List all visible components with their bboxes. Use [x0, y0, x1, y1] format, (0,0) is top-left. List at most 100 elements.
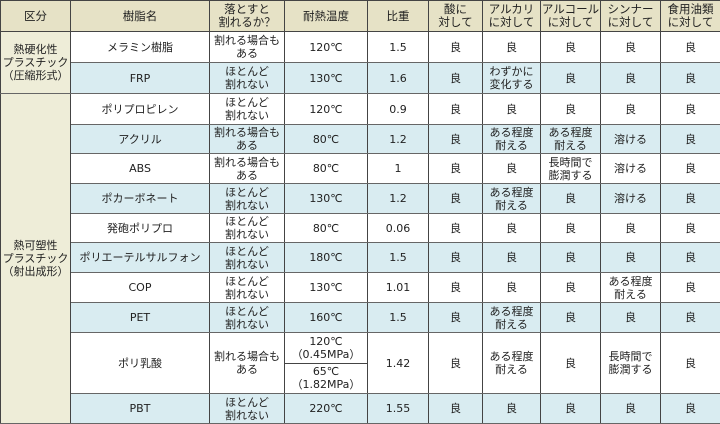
alcohol-cell: 良: [541, 273, 601, 303]
drop-cell: ほとんど 割れない: [210, 94, 285, 125]
thinner-cell: 良: [601, 394, 661, 424]
sg-cell: 1.55: [368, 394, 429, 424]
category-cell: 熱可塑性 プラスチック （射出成形）: [1, 94, 71, 424]
drop-cell: 割れる場合も ある: [210, 154, 285, 184]
acid-cell: 良: [429, 303, 483, 333]
alkali-cell: 良: [483, 394, 541, 424]
drop-cell: 割れる場合も ある: [210, 333, 285, 394]
drop-cell: ほとんど 割れない: [210, 214, 285, 243]
alkali-cell: ある程度 耐える: [483, 184, 541, 214]
sg-cell: 1.2: [368, 184, 429, 214]
name-cell: FRP: [71, 63, 210, 94]
oil-cell: 良: [661, 32, 720, 63]
column-header: 樹脂名: [71, 1, 210, 32]
alkali-cell: わずかに 変化する: [483, 63, 541, 94]
name-cell: ポリエーテルサルフォン: [71, 243, 210, 273]
thinner-cell: 良: [601, 243, 661, 273]
alkali-cell: 良: [483, 154, 541, 184]
column-header: 比重: [368, 1, 429, 32]
drop-cell: ほとんど 割れない: [210, 273, 285, 303]
alcohol-cell: 長時間で 膨潤する: [541, 154, 601, 184]
thinner-cell: 良: [601, 214, 661, 243]
sg-cell: 1.5: [368, 243, 429, 273]
thinner-cell: 良: [601, 32, 661, 63]
name-cell: PET: [71, 303, 210, 333]
column-header: 落とすと 割れるか？: [210, 1, 285, 32]
oil-cell: 良: [661, 303, 720, 333]
alkali-cell: ある程度 耐える: [483, 125, 541, 154]
drop-cell: ほとんど 割れない: [210, 63, 285, 94]
drop-cell: ほとんど 割れない: [210, 303, 285, 333]
acid-cell: 良: [429, 184, 483, 214]
temp-cell: 220℃: [285, 394, 368, 424]
column-header: 食用油類 に対して: [661, 1, 720, 32]
acid-cell: 良: [429, 243, 483, 273]
column-header: 区分: [1, 1, 71, 32]
alcohol-cell: 良: [541, 333, 601, 394]
alkali-cell: 良: [483, 243, 541, 273]
alkali-cell: ある程度 耐える: [483, 333, 541, 394]
thinner-cell: 溶ける: [601, 125, 661, 154]
thinner-cell: 良: [601, 94, 661, 125]
alcohol-cell: 良: [541, 94, 601, 125]
alcohol-cell: 良: [541, 63, 601, 94]
oil-cell: 良: [661, 184, 720, 214]
name-cell: ポリ乳酸: [71, 333, 210, 394]
sg-cell: 1.2: [368, 125, 429, 154]
drop-cell: ほとんど 割れない: [210, 394, 285, 424]
alkali-cell: 良: [483, 273, 541, 303]
sg-cell: 1: [368, 154, 429, 184]
temp-cell: 120℃ （0.45MPa）65℃ （1.82MPa）: [285, 333, 368, 394]
header-row: 区分樹脂名落とすと 割れるか？耐熱温度比重酸に 対してアルカリ に対してアルコー…: [1, 1, 720, 32]
temp-cell: 180℃: [285, 243, 368, 273]
thinner-cell: 溶ける: [601, 184, 661, 214]
alcohol-cell: 良: [541, 394, 601, 424]
drop-cell: ほとんど 割れない: [210, 184, 285, 214]
temp-cell: 130℃: [285, 184, 368, 214]
temp-value: 65℃ （1.82MPa）: [285, 364, 367, 394]
column-header: シンナー に対して: [601, 1, 661, 32]
temp-cell: 130℃: [285, 273, 368, 303]
temp-cell: 80℃: [285, 125, 368, 154]
temp-cell: 80℃: [285, 214, 368, 243]
name-cell: ポリプロピレン: [71, 94, 210, 125]
alcohol-cell: 良: [541, 303, 601, 333]
temp-cell: 120℃: [285, 94, 368, 125]
temp-value: 120℃ （0.45MPa）: [285, 333, 367, 364]
oil-cell: 良: [661, 243, 720, 273]
alcohol-cell: ある程度 耐える: [541, 125, 601, 154]
oil-cell: 良: [661, 333, 720, 394]
thinner-cell: ある程度 耐える: [601, 273, 661, 303]
alcohol-cell: 良: [541, 32, 601, 63]
sg-cell: 1.01: [368, 273, 429, 303]
oil-cell: 良: [661, 394, 720, 424]
acid-cell: 良: [429, 94, 483, 125]
oil-cell: 良: [661, 214, 720, 243]
name-cell: メラミン樹脂: [71, 32, 210, 63]
thinner-cell: 溶ける: [601, 154, 661, 184]
acid-cell: 良: [429, 394, 483, 424]
thinner-cell: 長時間で 膨潤する: [601, 333, 661, 394]
column-header: 耐熱温度: [285, 1, 368, 32]
thinner-cell: 良: [601, 63, 661, 94]
oil-cell: 良: [661, 63, 720, 94]
alcohol-cell: 良: [541, 184, 601, 214]
acid-cell: 良: [429, 63, 483, 94]
alkali-cell: ある程度 耐える: [483, 303, 541, 333]
name-cell: COP: [71, 273, 210, 303]
sg-cell: 0.06: [368, 214, 429, 243]
drop-cell: ほとんど 割れない: [210, 243, 285, 273]
temp-cell: 120℃: [285, 32, 368, 63]
alcohol-cell: 良: [541, 243, 601, 273]
column-header: アルコール に対して: [541, 1, 601, 32]
sg-cell: 1.6: [368, 63, 429, 94]
